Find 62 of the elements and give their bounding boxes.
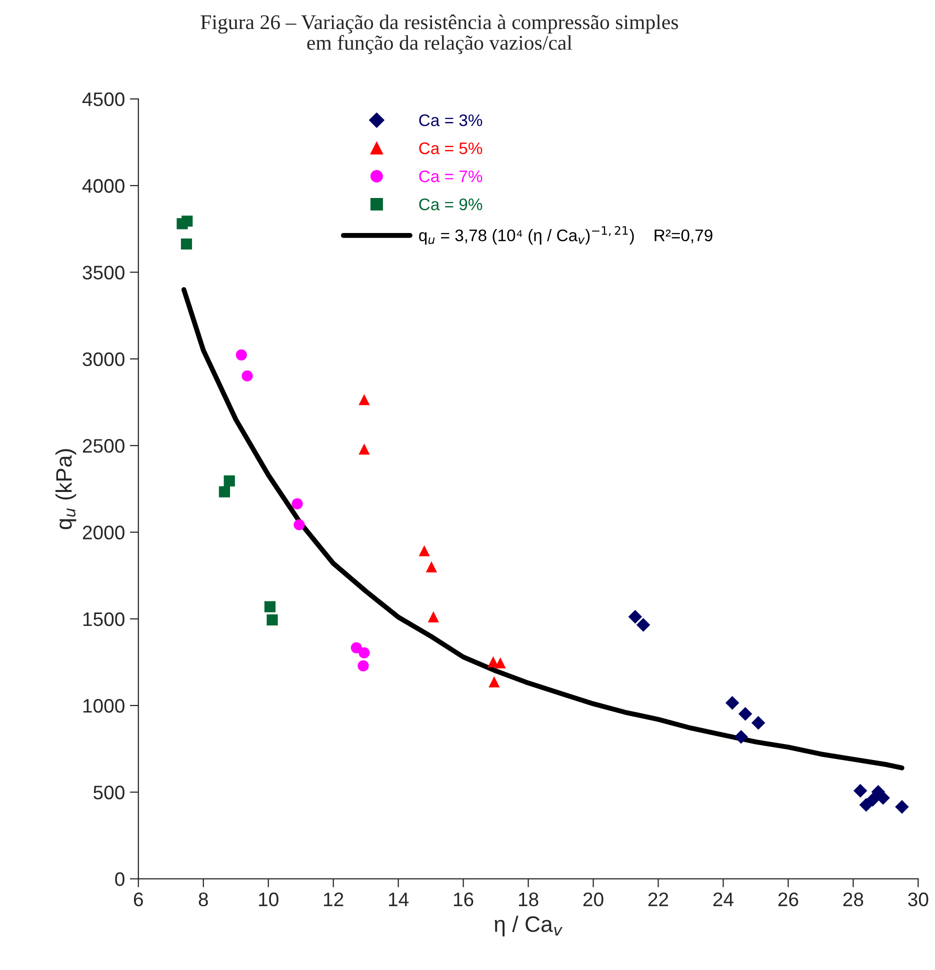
x-tick-label: 10 (259, 892, 278, 906)
point (734, 730, 748, 744)
y-tick-label: 3000 (82, 352, 124, 366)
point (426, 561, 438, 572)
x-tick-label: 28 (843, 892, 864, 906)
line-series (181, 287, 904, 770)
point (488, 676, 500, 688)
y-tick-label: 4500 (82, 92, 124, 106)
point (294, 519, 305, 530)
point (358, 394, 370, 406)
point (853, 784, 868, 798)
legend-label: q$_{u}$ = 3,78 (10⁴ (η / Ca$_{v}$)$^{−1,21}$) R²=0,79 (419, 226, 712, 245)
point (628, 610, 642, 624)
y-tick-label: 2000 (82, 526, 124, 540)
x-tick-label: 8 (198, 892, 208, 906)
y-axis-title: q$_{u}$ (kPa) (55, 449, 76, 530)
legend-label: Ca = 5% (419, 142, 482, 154)
point (358, 660, 369, 672)
point (242, 370, 253, 382)
point (358, 647, 370, 658)
chart-title: Figura 26 – Variação da resistência à compressão simples em função da relação vazios/cal (200, 14, 678, 54)
point (428, 611, 439, 622)
point (895, 800, 909, 814)
x-axis-title: η / Ca$_{v}$ (494, 916, 563, 936)
legend-label: Ca = 3% (419, 114, 482, 126)
legend-label: Ca = 7% (419, 170, 482, 182)
point (738, 706, 752, 721)
x-tick-label: 26 (778, 892, 798, 906)
x-tick-label: 30 (908, 892, 928, 906)
point (725, 696, 740, 710)
legend-label: Ca = 9% (419, 198, 482, 210)
point (350, 642, 362, 654)
y-tick-label: 4000 (82, 179, 124, 193)
x-tick-label: 24 (713, 892, 734, 906)
point (358, 443, 370, 455)
point (224, 475, 235, 486)
point (292, 498, 303, 510)
x-tick-label: 12 (324, 892, 344, 906)
point (866, 792, 880, 807)
point (264, 601, 276, 612)
y-tick-label: 2500 (82, 439, 124, 453)
y-tick-label: 0 (115, 872, 124, 886)
y-tick-label: 500 (94, 786, 124, 800)
point (218, 486, 230, 498)
x-tick-label: 14 (388, 892, 409, 906)
point (876, 791, 890, 805)
point (182, 216, 193, 227)
y-tick-label: 3500 (82, 266, 124, 280)
x-tick-label: 6 (134, 892, 143, 906)
point (636, 618, 650, 632)
point (266, 614, 278, 626)
y-tick-label: 1500 (83, 612, 124, 626)
x-tick-label: 20 (583, 892, 604, 906)
x-tick-label: 22 (648, 892, 668, 906)
point (236, 349, 247, 360)
point (751, 716, 766, 730)
point (494, 657, 506, 668)
x-tick-label: 18 (518, 892, 538, 906)
x-tick-label: 16 (454, 892, 474, 906)
point (180, 238, 192, 250)
point (418, 545, 430, 556)
y-tick-label: 1000 (83, 698, 124, 713)
